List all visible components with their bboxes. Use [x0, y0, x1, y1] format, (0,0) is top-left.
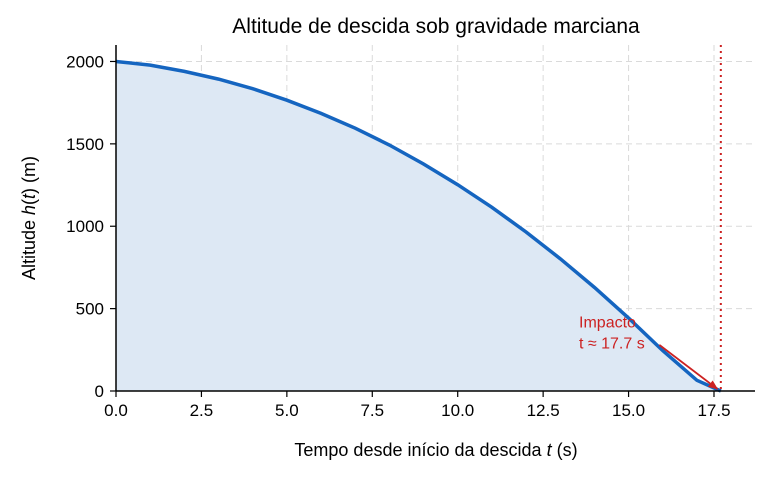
y-axis-label: Altitude h(t) (m) — [19, 156, 39, 280]
axes — [115, 45, 755, 392]
impact-annotation-time: t ≈ 17.7 s — [579, 335, 645, 352]
y-tick-label: 2000 — [66, 52, 104, 71]
y-tick-label: 500 — [76, 300, 104, 319]
y-tick-label: 0 — [95, 382, 104, 401]
x-tick-label: 15.0 — [612, 401, 645, 420]
area-fill — [116, 61, 721, 391]
impact-annotation: Impacto t ≈ 17.7 s — [579, 314, 719, 390]
chart-title: Altitude de descida sob gravidade marcia… — [232, 15, 640, 38]
x-axis-label: Tempo desde início da descida t (s) — [294, 440, 577, 460]
x-tick-label: 12.5 — [527, 401, 560, 420]
x-tick-label: 2.5 — [190, 401, 214, 420]
y-tick-label: 1500 — [66, 135, 104, 154]
x-tick-label: 5.0 — [275, 401, 299, 420]
ticks: 0.0 2.5 5.0 7.5 10.0 12.5 15.0 17.5 0 500 1000 1500… — [66, 52, 730, 420]
impact-arrow — [658, 344, 719, 390]
y-tick-label: 1000 — [66, 217, 104, 236]
altitude-curve — [115, 59, 722, 393]
x-tick-label: 7.5 — [360, 401, 384, 420]
x-tick-label: 17.5 — [697, 401, 730, 420]
x-tick-label: 10.0 — [441, 401, 474, 420]
x-tick-label: 0.0 — [104, 401, 128, 420]
impact-annotation-label: Impacto — [579, 314, 636, 331]
